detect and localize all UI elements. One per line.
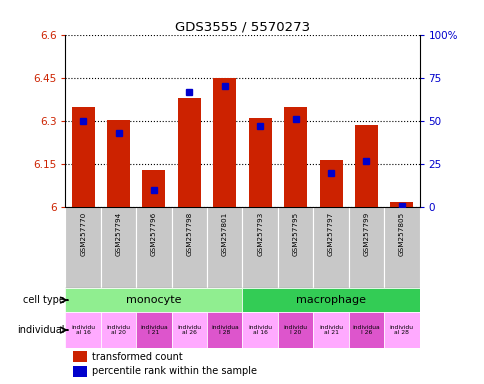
Bar — [73, 351, 87, 362]
Bar — [72, 106, 94, 207]
Bar — [390, 202, 412, 207]
Text: GSM257796: GSM257796 — [151, 211, 157, 256]
Bar — [242, 312, 277, 348]
Bar — [136, 207, 171, 288]
Bar — [65, 207, 101, 288]
Text: individu
al 28: individu al 28 — [389, 325, 413, 335]
Text: GSM257770: GSM257770 — [80, 211, 86, 256]
Title: GDS3555 / 5570273: GDS3555 / 5570273 — [175, 20, 309, 33]
Bar — [178, 98, 200, 207]
Bar — [383, 207, 419, 288]
Bar — [136, 312, 171, 348]
Bar — [354, 125, 377, 207]
Text: GSM257794: GSM257794 — [115, 211, 121, 256]
Bar — [207, 207, 242, 288]
Text: individua
l 21: individua l 21 — [140, 325, 167, 335]
Bar — [313, 207, 348, 288]
Bar — [207, 312, 242, 348]
Bar — [383, 312, 419, 348]
Bar — [242, 288, 419, 312]
Text: individu
al 26: individu al 26 — [177, 325, 201, 335]
Bar — [171, 207, 207, 288]
Text: individua
l 26: individua l 26 — [352, 325, 379, 335]
Bar — [242, 207, 277, 288]
Bar — [277, 312, 313, 348]
Bar — [73, 366, 87, 377]
Text: GSM257793: GSM257793 — [257, 211, 263, 256]
Text: individual: individual — [17, 325, 65, 335]
Text: transformed count: transformed count — [92, 352, 182, 362]
Bar — [65, 312, 101, 348]
Text: macrophage: macrophage — [295, 295, 365, 305]
Bar — [101, 207, 136, 288]
Text: cell type: cell type — [23, 295, 65, 305]
Bar — [313, 312, 348, 348]
Text: individu
al 16: individu al 16 — [71, 325, 95, 335]
Text: GSM257797: GSM257797 — [327, 211, 333, 256]
Bar — [348, 207, 383, 288]
Bar — [171, 312, 207, 348]
Text: monocyte: monocyte — [126, 295, 182, 305]
Text: GSM257805: GSM257805 — [398, 211, 404, 256]
Bar — [213, 78, 236, 207]
Text: individu
al 21: individu al 21 — [318, 325, 342, 335]
Text: GSM257798: GSM257798 — [186, 211, 192, 256]
Bar — [248, 118, 271, 207]
Text: individua
l 28: individua l 28 — [211, 325, 238, 335]
Text: GSM257795: GSM257795 — [292, 211, 298, 256]
Text: GSM257799: GSM257799 — [363, 211, 369, 256]
Bar — [348, 312, 383, 348]
Bar — [319, 160, 342, 207]
Bar — [284, 106, 306, 207]
Text: percentile rank within the sample: percentile rank within the sample — [92, 366, 257, 376]
Text: individu
al 20: individu al 20 — [106, 325, 130, 335]
Text: individu
l 20: individu l 20 — [283, 325, 307, 335]
Bar — [142, 170, 165, 207]
Text: GSM257801: GSM257801 — [221, 211, 227, 256]
Text: individu
al 16: individu al 16 — [248, 325, 272, 335]
Bar — [277, 207, 313, 288]
Bar — [65, 288, 242, 312]
Bar — [101, 312, 136, 348]
Bar — [107, 119, 130, 207]
